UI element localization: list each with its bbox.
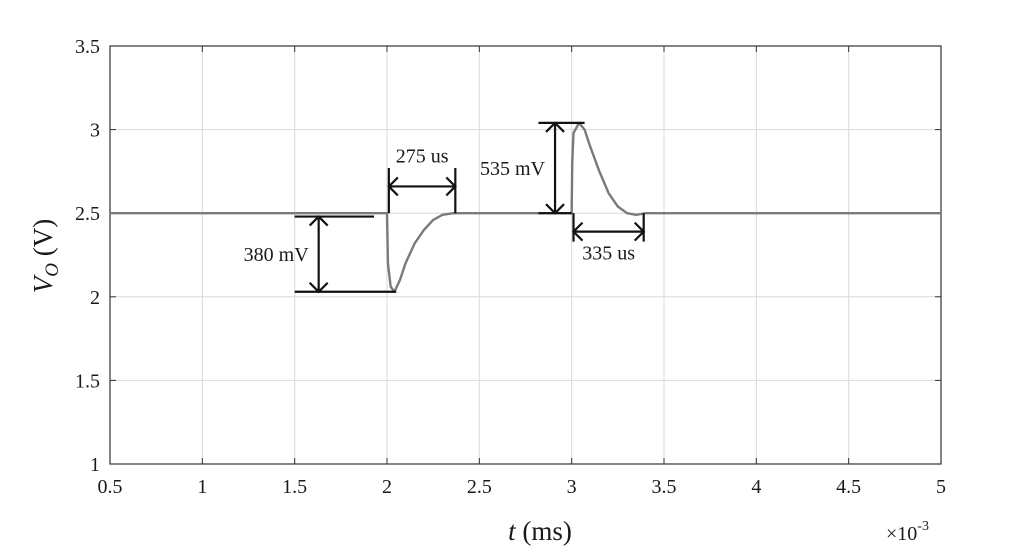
annotation-label: 335 us [582,243,635,265]
y-tick-label: 1.5 [75,370,100,392]
x-tick-label: 4.5 [836,476,861,498]
x-tick-label: 4 [751,476,761,498]
arrowhead-right [633,221,646,242]
annotation-label: 380 mV [244,244,310,266]
x-tick-label: 1.5 [282,476,307,498]
arrowhead-down [545,203,565,215]
arrowhead-left [387,176,399,197]
arrowhead-right [445,176,457,197]
x-axis-multiplier: ×10-3 [886,519,929,545]
y-tick-label: 2 [90,287,100,309]
x-tick-label: 2.5 [467,476,492,498]
arrowhead-up [308,214,329,227]
annotation-label: 275 us [396,145,449,167]
x-tick-label: 3.5 [652,476,677,498]
voltage-trace-series [110,121,941,293]
y-tick-label: 2.5 [75,203,100,225]
x-tick-label: 1 [197,476,207,498]
x-tick-label: 2 [382,476,392,498]
arrowhead-down [308,282,329,294]
plot-area-frame [109,45,942,465]
x-tick-label: 5 [936,476,946,498]
y-tick-label: 1 [90,454,100,476]
grid-lines [109,45,942,465]
y-tick-label: 3 [90,120,100,142]
x-tick-label: 0.5 [98,476,123,498]
measurement-annotations: 380 mV 275 us 535 mV 335 us [244,121,646,294]
x-axis-label: t (ms) [508,516,572,546]
voltage-trace-line [110,121,941,293]
x-tick-label: 3 [567,476,577,498]
annotation-label: 535 mV [480,158,546,180]
axis-ticks: 0.5 1 1.5 2 2.5 3 3.5 4 4.5 511.522.533.5 [75,36,946,498]
arrowhead-left [571,221,584,242]
arrowhead-up [545,121,565,133]
y-tick-label: 3.5 [75,36,100,58]
y-axis-label: VO (V) [28,219,63,293]
